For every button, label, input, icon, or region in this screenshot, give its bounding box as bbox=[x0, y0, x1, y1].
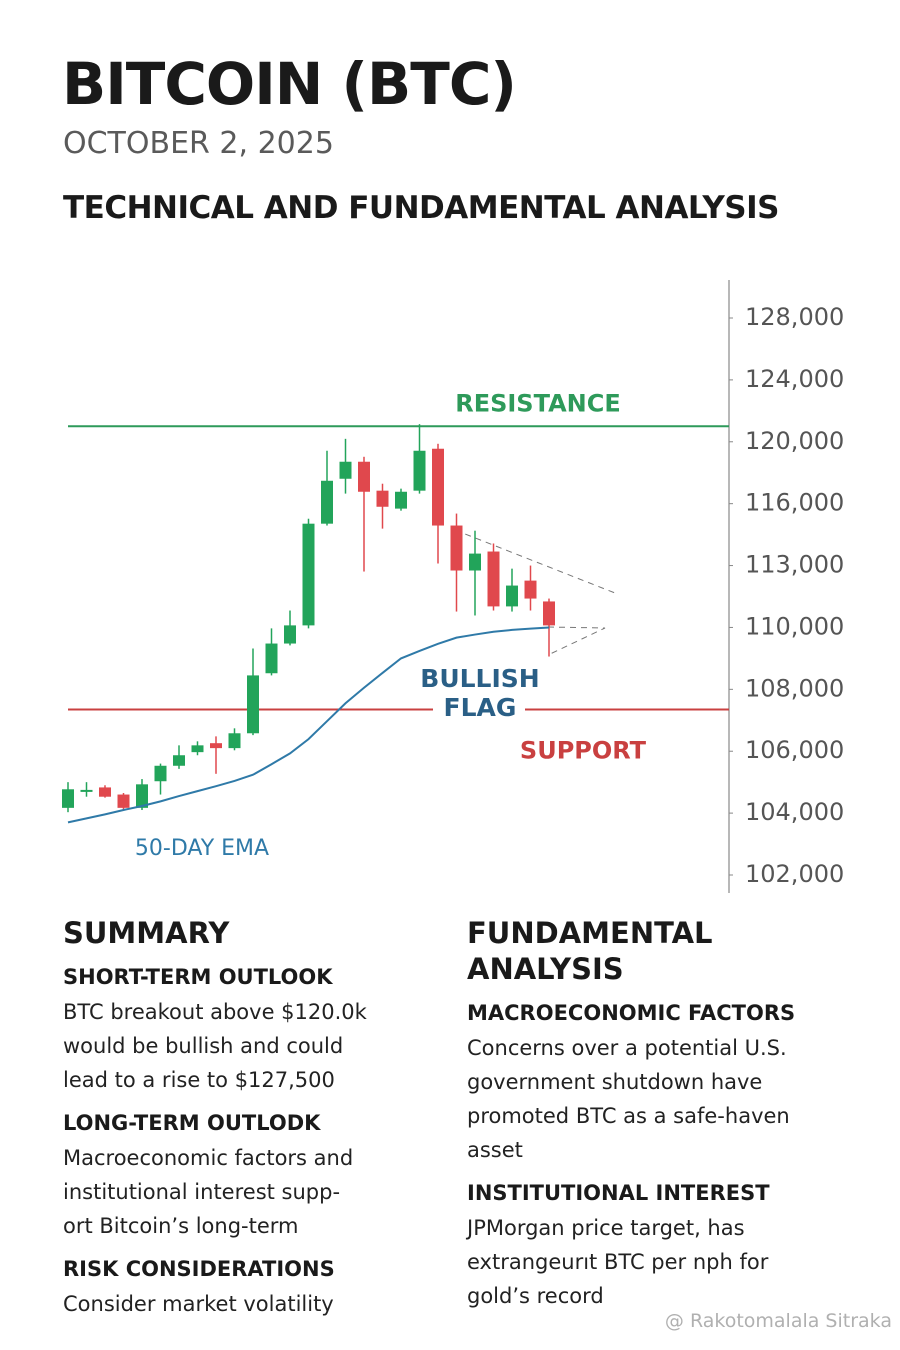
candle-body bbox=[395, 491, 407, 509]
candle-body bbox=[284, 625, 296, 644]
y-tick-label: 124,000 bbox=[745, 365, 844, 393]
text-line: institutional interest supp- bbox=[63, 1180, 341, 1204]
candle-body bbox=[524, 580, 537, 599]
section-heading: SUMMARY bbox=[63, 916, 230, 950]
subheading: MACROECONOMIC FACTORS bbox=[467, 1001, 796, 1025]
y-tick-label: 106,000 bbox=[745, 736, 844, 764]
subtitle: TECHNICAL AND FUNDAMENTAL ANALYSIS bbox=[63, 190, 780, 226]
flag-line bbox=[454, 529, 616, 594]
subheading: RISK CONSIDERATIONS bbox=[63, 1257, 335, 1281]
label-bg bbox=[433, 696, 525, 723]
text-line: would be bullish and could bbox=[63, 1034, 344, 1058]
paragraph: Consider market volatility bbox=[63, 1287, 443, 1321]
fundamental: FUNDAMENTAL ANALYSIS MACROECONOMIC FACTORS… bbox=[467, 915, 857, 1327]
candle-body bbox=[228, 733, 241, 749]
candle-body bbox=[450, 525, 463, 571]
candle-body bbox=[302, 523, 315, 626]
candle-body bbox=[265, 643, 278, 674]
y-tick-label: 116,000 bbox=[745, 489, 844, 517]
text-line: gold’s record bbox=[467, 1284, 604, 1308]
text-line: promoted BTC as a safe-haven bbox=[467, 1104, 790, 1128]
heading-line: ANALYSIS bbox=[467, 952, 624, 986]
candle-body bbox=[339, 461, 352, 479]
text-line: Concerns over a potential U.S. bbox=[467, 1036, 787, 1060]
text-line: government shutdown have bbox=[467, 1070, 763, 1094]
candle-body bbox=[413, 450, 426, 491]
y-tick-label: 102,000 bbox=[745, 860, 844, 888]
candle-body bbox=[487, 551, 500, 607]
y-tick-label: 104,000 bbox=[745, 798, 844, 826]
heading-line: FUNDAMENTAL bbox=[467, 916, 713, 950]
candle-body bbox=[432, 448, 444, 526]
candle-body bbox=[506, 585, 518, 607]
paragraph: Concerns over a potential U.S. government… bbox=[467, 1031, 857, 1167]
candle-body bbox=[376, 490, 389, 507]
subheading: LONG-TERM OUTLODK bbox=[63, 1111, 321, 1135]
pattern-label: BULLISH bbox=[420, 664, 539, 693]
candle-body bbox=[358, 461, 370, 492]
summary: SUMMARY SHORT-TERM OUTLOOK BTC breakout ab… bbox=[63, 915, 443, 1335]
y-tick-label: 128,000 bbox=[745, 303, 844, 331]
title: BITCOIN (BTC) bbox=[62, 50, 517, 118]
candle-body bbox=[469, 553, 481, 571]
candle-body bbox=[136, 784, 148, 808]
pattern-label: FLAG bbox=[444, 693, 517, 722]
subheading: INSTITUTIONAL INTEREST bbox=[467, 1181, 770, 1205]
y-tick-label: 108,000 bbox=[745, 674, 844, 702]
paragraph: JPMorgan price target, has extrangeurıt B… bbox=[467, 1211, 857, 1313]
candle-body bbox=[62, 789, 74, 808]
text-line: ort Bitcoin’s long-term bbox=[63, 1214, 299, 1238]
paragraph: BTC breakout above $120.0k would be bulli… bbox=[63, 995, 443, 1097]
candle-body bbox=[117, 794, 130, 808]
ema-line bbox=[67, 626, 550, 824]
date: OCTOBER 2, 2025 bbox=[63, 126, 334, 161]
candle-body bbox=[543, 601, 555, 626]
candle-body bbox=[210, 743, 222, 749]
text-line: Macroeconomic factors and bbox=[63, 1146, 354, 1170]
flag-line bbox=[547, 626, 606, 656]
y-tick-label: 110,000 bbox=[745, 612, 844, 640]
text-line: asset bbox=[467, 1138, 523, 1162]
subheading: SHORT-TERM OUTLOOK bbox=[63, 965, 333, 989]
candle-body bbox=[247, 675, 259, 734]
level-label: SUPPORT bbox=[520, 736, 647, 764]
candle-body bbox=[80, 789, 93, 792]
candle-body bbox=[173, 755, 185, 766]
paragraph: Macroeconomic factors and institutional i… bbox=[63, 1141, 443, 1243]
text-line: Consider market volatility bbox=[63, 1292, 334, 1316]
ema-label: 50-DAY EMA bbox=[135, 836, 269, 861]
section-heading: FUNDAMENTAL ANALYSIS bbox=[467, 915, 857, 987]
candle-body bbox=[154, 765, 167, 782]
text-line: extrangeurıt BTC per nph for bbox=[467, 1250, 769, 1274]
text-line: JPMorgan price target, has bbox=[467, 1216, 745, 1240]
y-tick-label: 120,000 bbox=[745, 427, 844, 455]
watermark: @ Rakotomalala Sitraka bbox=[664, 1310, 892, 1332]
candle-body bbox=[99, 787, 111, 797]
text-line: BTC breakout above $120.0k bbox=[63, 1000, 367, 1024]
level-label: RESISTANCE bbox=[455, 389, 621, 417]
chart: 128,000 124,000 120,000 116,000 113,000 110,0… bbox=[62, 280, 844, 893]
candle-body bbox=[321, 480, 333, 524]
candle-body bbox=[191, 745, 204, 753]
text-line: lead to a rise to $127,500 bbox=[63, 1068, 335, 1092]
y-tick-label: 113,000 bbox=[745, 551, 844, 579]
